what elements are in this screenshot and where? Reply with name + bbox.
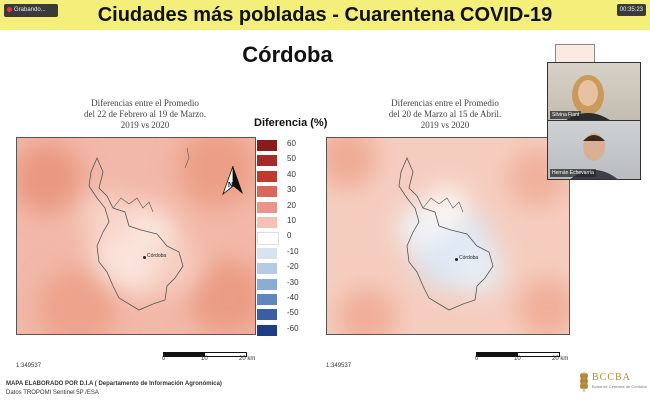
- footer-credit: MAPA ELABORADO POR D.I.A ( Departamento …: [6, 381, 222, 387]
- left-map-image: [17, 138, 255, 334]
- legend-label: 50: [287, 154, 296, 164]
- legend-label: -60: [287, 323, 299, 333]
- bccba-logo: BCCBA Bolsa de Cereales de Córdoba: [578, 370, 647, 397]
- right-map-image: [327, 138, 569, 334]
- legend-label: 10: [287, 216, 296, 225]
- participant-video-2[interactable]: Hernán Echevarría: [547, 120, 641, 180]
- top-bar: [0, 0, 650, 30]
- legend-swatch: [257, 170, 277, 182]
- legend-swatch: [257, 324, 277, 336]
- wheat-icon: [580, 372, 588, 392]
- left-map: Córdoba N: [16, 137, 256, 335]
- legend-title: Diferencia (%): [254, 117, 328, 129]
- right-scale-ratio: 1:349537: [326, 363, 352, 369]
- logo-name: BCCBA: [592, 372, 631, 383]
- legend-label: -30: [287, 277, 299, 287]
- legend-swatch: [257, 155, 277, 167]
- legend-label: -40: [287, 293, 299, 302]
- legend-swatch: [257, 294, 277, 305]
- participant-2-name: Hernán Echevarría: [550, 169, 596, 177]
- legend-label: -10: [287, 246, 299, 256]
- right-scale-bar: [476, 352, 560, 357]
- right-city-label: Córdoba: [459, 255, 479, 261]
- legend-swatch: [257, 201, 277, 213]
- right-scale-label-10: 10: [514, 356, 521, 362]
- legend-label: 40: [287, 169, 296, 179]
- city-title: Córdoba: [242, 42, 333, 67]
- right-scale-label-20: 20 km: [552, 356, 569, 362]
- right-map-subtitle: Diferencias entre el Promedio del 20 de …: [388, 98, 502, 130]
- page-title: Ciudades más pobladas - Cuarentena COVID…: [97, 4, 553, 26]
- legend-swatch: [257, 140, 277, 151]
- legend-label: 20: [287, 200, 296, 210]
- participant-1-name: Silvina Fiant: [550, 111, 582, 119]
- legend-swatch: [257, 278, 277, 290]
- participant-1-image: [564, 75, 612, 121]
- city-marker-icon: [455, 258, 458, 261]
- north-label: N: [228, 182, 234, 189]
- left-city-label: Córdoba: [147, 253, 167, 259]
- legend-label: -20: [287, 262, 299, 272]
- recording-indicator[interactable]: Grabando...: [4, 4, 58, 17]
- legend-label: -50: [287, 308, 299, 318]
- left-scale-ratio: 1:349537: [16, 363, 42, 369]
- clock: 00:35:23: [616, 4, 646, 16]
- city-marker-icon: [143, 256, 146, 259]
- legend-label: 30: [287, 185, 296, 195]
- legend-swatch: [257, 232, 279, 246]
- right-map: Córdoba: [326, 137, 570, 335]
- left-scale-bar: [163, 352, 247, 357]
- legend-swatch: [257, 217, 277, 228]
- right-scale-label-0: 0: [475, 356, 479, 362]
- legend-label: 0: [287, 231, 292, 241]
- legend-swatch: [257, 247, 277, 259]
- left-map-subtitle: Diferencias entre el Promedio del 22 de …: [84, 98, 206, 130]
- left-scale-label-10: 10: [201, 356, 208, 362]
- participant-video-1[interactable]: Silvina Fiant: [547, 62, 641, 122]
- logo-subtitle: Bolsa de Cereales de Córdoba: [592, 384, 647, 389]
- footer-source: Datos TROPOMI Sentinel 5P /ESA: [6, 390, 99, 396]
- legend-label: 60: [287, 139, 296, 148]
- north-arrow-icon: [222, 166, 243, 196]
- legend-swatch: [257, 263, 277, 275]
- legend-swatch: [257, 309, 277, 321]
- record-dot-icon: [7, 6, 12, 12]
- left-scale-label-0: 0: [162, 356, 166, 362]
- left-scale-label-20: 20 km: [239, 356, 256, 362]
- legend-swatch: [257, 186, 277, 198]
